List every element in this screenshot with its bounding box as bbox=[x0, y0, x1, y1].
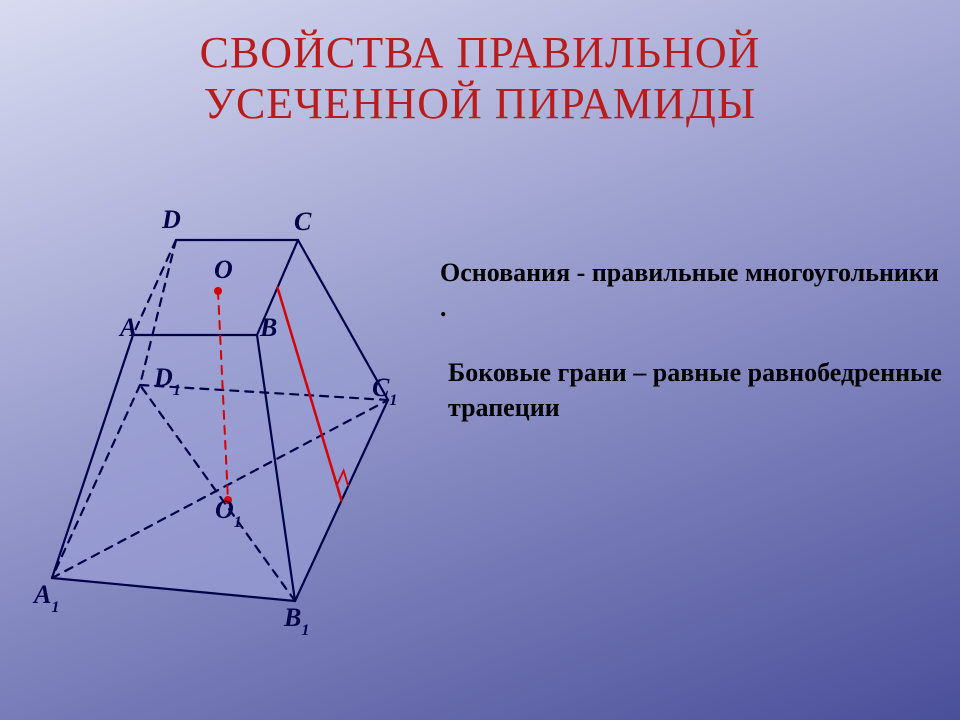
label-O: O bbox=[214, 255, 233, 285]
label-B1: B1 bbox=[284, 603, 309, 637]
slide-title: СВОЙСТВА ПРАВИЛЬНОЙ УСЕЧЕННОЙ ПИРАМИДЫ bbox=[0, 28, 960, 129]
slide: СВОЙСТВА ПРАВИЛЬНОЙ УСЕЧЕННОЙ ПИРАМИДЫ О… bbox=[0, 0, 960, 720]
title-line-2: УСЕЧЕННОЙ ПИРАМИДЫ bbox=[204, 79, 756, 128]
label-D1: D1 bbox=[154, 363, 181, 397]
title-line-1: СВОЙСТВА ПРАВИЛЬНОЙ bbox=[200, 28, 761, 77]
label-O1: O1 bbox=[215, 495, 242, 529]
label-C1: C1 bbox=[372, 373, 397, 407]
label-A1: A1 bbox=[34, 580, 59, 614]
label-D: D bbox=[162, 205, 181, 235]
property-1: Основания - правильные многоугольники . bbox=[440, 255, 940, 325]
label-A: A bbox=[120, 313, 137, 343]
frustum-diagram: D C O A B D1 C1 O1 A1 B1 bbox=[20, 205, 420, 645]
label-B: B bbox=[260, 313, 277, 343]
label-C: C bbox=[294, 207, 311, 237]
property-2: Боковые грани – равные равнобедренные тр… bbox=[448, 355, 953, 425]
